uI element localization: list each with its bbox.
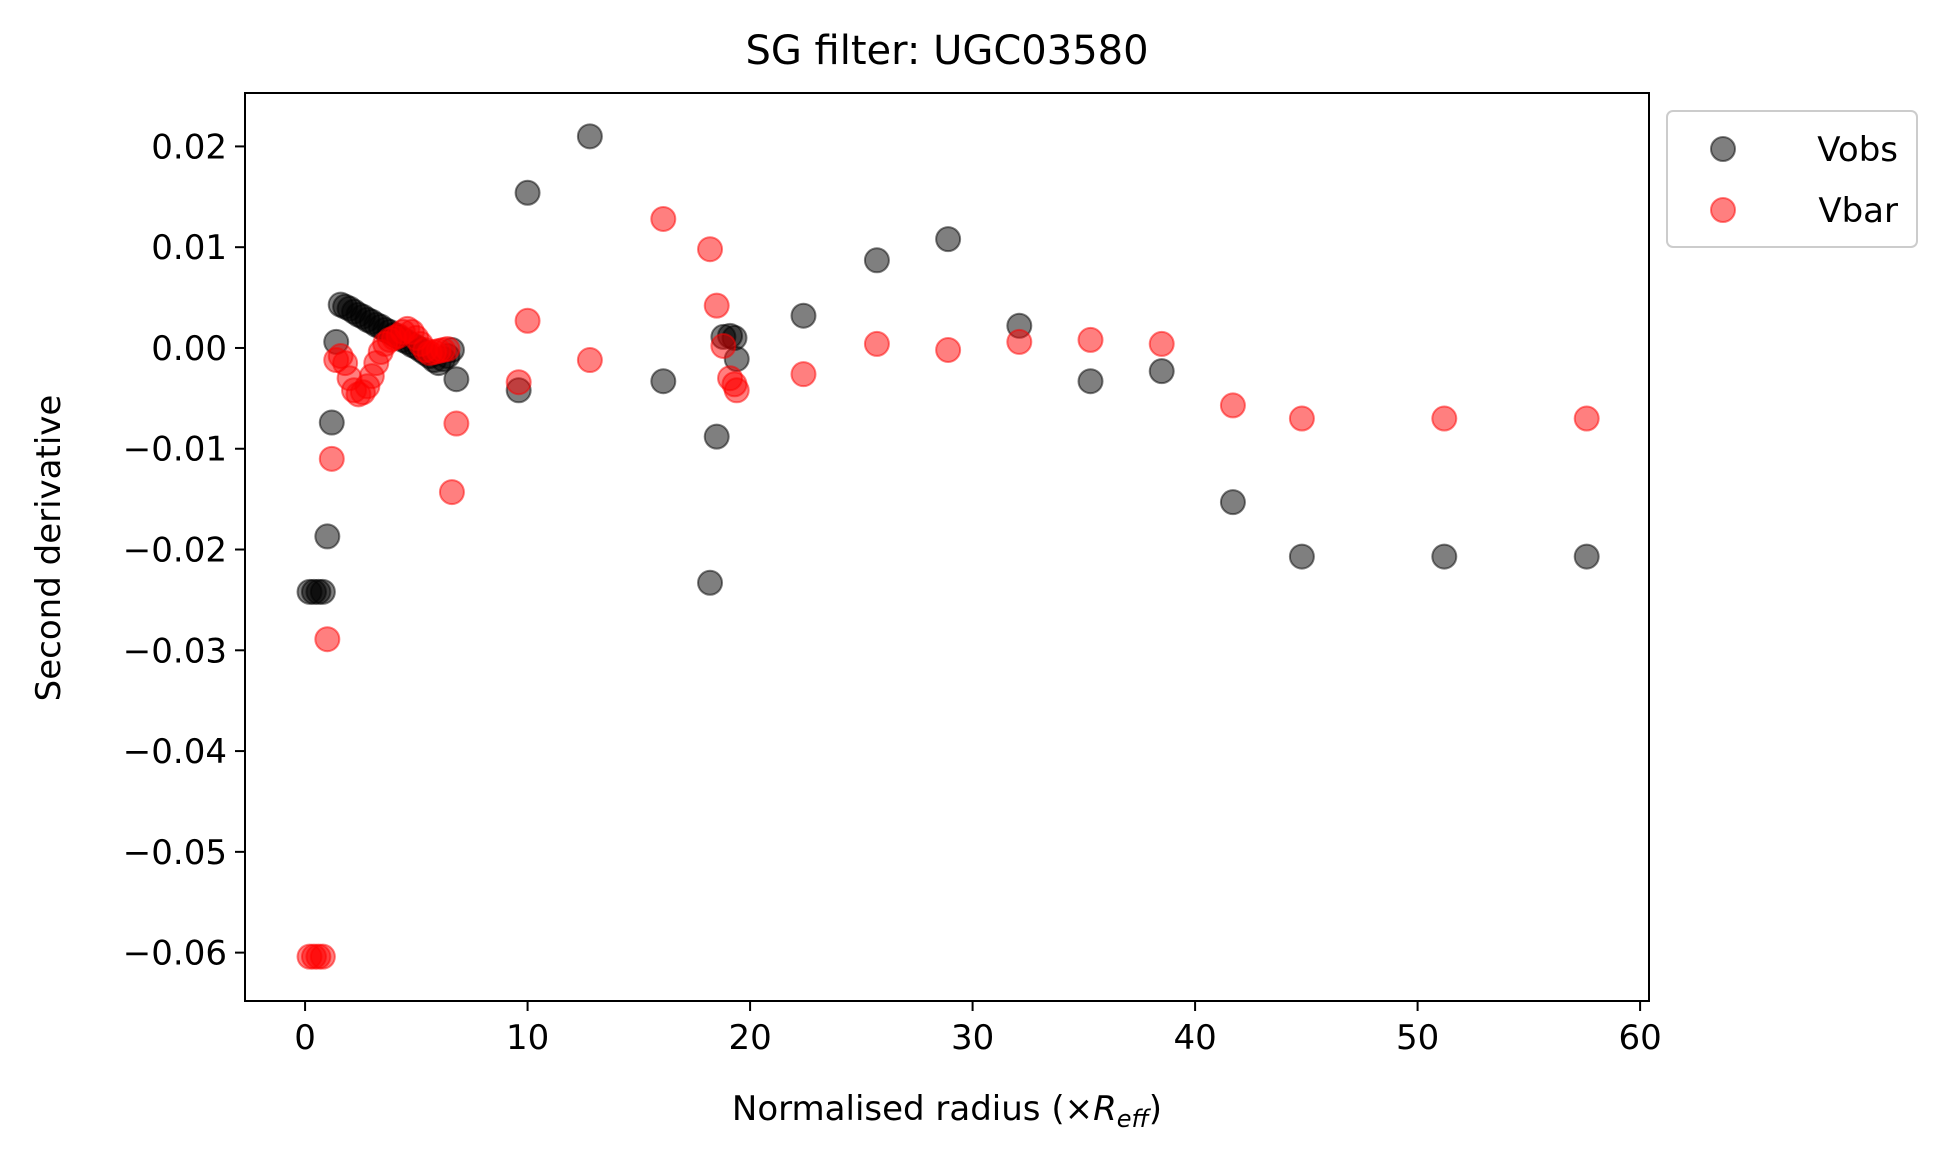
vbar-point — [576, 347, 603, 374]
vbar-point — [935, 336, 962, 363]
y-tick-label: −0.05 — [123, 833, 227, 873]
legend-marker-vobs — [1710, 136, 1736, 162]
vobs-point — [314, 523, 341, 550]
vobs-point — [935, 226, 962, 253]
vobs-point — [1219, 489, 1246, 516]
x-tick-label: 0 — [294, 1018, 316, 1058]
vbar-point — [1219, 392, 1246, 419]
x-axis-label: Normalised radius (×Reff) — [732, 1089, 1162, 1133]
vbar-point — [1288, 405, 1315, 432]
vobs-point — [318, 409, 345, 436]
vbar-point — [1006, 328, 1033, 355]
vbar-point — [505, 369, 532, 396]
x-tick-label: 30 — [951, 1018, 994, 1058]
vobs-point — [703, 423, 730, 450]
vobs-point — [697, 569, 724, 596]
vbar-point — [438, 479, 465, 506]
x-tick-label: 60 — [1618, 1018, 1661, 1058]
vbar-point — [514, 307, 541, 334]
y-tick-label: −0.02 — [123, 531, 227, 571]
vbar-point — [314, 626, 341, 653]
vobs-point — [1077, 368, 1104, 395]
vbar-point — [650, 205, 677, 232]
vbar-point — [697, 236, 724, 263]
legend: Vobs Vbar — [1666, 110, 1918, 248]
vobs-point — [1573, 543, 1600, 570]
x-tick-label: 20 — [728, 1018, 771, 1058]
plot-area — [244, 92, 1650, 1002]
x-axis-label-prefix: Normalised radius (× — [732, 1089, 1093, 1129]
vobs-point — [1288, 543, 1315, 570]
points-layer — [296, 123, 1600, 970]
vbar-point — [710, 332, 737, 359]
vbar-point — [723, 377, 750, 404]
vobs-point — [863, 247, 890, 274]
vobs-point — [1431, 543, 1458, 570]
vbar-point — [434, 335, 461, 362]
legend-marker-vbar — [1710, 197, 1736, 223]
y-axis: 0.02 0.01 0.00 −0.01 −0.02 −0.03 −0.04 −0.05 −0.… — [123, 127, 245, 974]
plot-frame — [244, 92, 1650, 1002]
vbar-point — [1573, 405, 1600, 432]
y-tick-label: 0.00 — [151, 329, 227, 369]
vbar-point — [790, 361, 817, 388]
vobs-point — [576, 123, 603, 150]
chart-title: SG filter: UGC03580 — [745, 28, 1148, 74]
vobs-point — [443, 366, 470, 393]
x-axis-label-sub: eff — [1117, 1105, 1152, 1133]
legend-label-vbar: Vbar — [1818, 191, 1898, 231]
y-tick-label: −0.01 — [123, 430, 227, 470]
y-tick-label: −0.03 — [123, 631, 227, 671]
x-tick-label: 10 — [506, 1018, 549, 1058]
vbar-point — [443, 410, 470, 437]
vbar-point — [703, 292, 730, 319]
vobs-point — [1148, 358, 1175, 385]
y-tick-label: 0.01 — [151, 228, 227, 268]
vbar-point — [1431, 405, 1458, 432]
y-tick-label: −0.04 — [123, 732, 227, 772]
x-tick-label: 40 — [1173, 1018, 1216, 1058]
vbar-point — [309, 943, 336, 970]
y-axis-label: Second derivative — [29, 395, 69, 702]
vobs-point — [650, 368, 677, 395]
vobs-point — [309, 578, 336, 605]
vbar-point — [863, 330, 890, 357]
vbar-point — [1148, 330, 1175, 357]
legend-label-vobs: Vobs — [1817, 130, 1898, 170]
y-tick-label: 0.02 — [151, 127, 227, 167]
x-tick-label: 50 — [1396, 1018, 1439, 1058]
vbar-point — [318, 445, 345, 472]
x-axis-label-var: R — [1093, 1089, 1117, 1129]
x-axis: 0 10 20 30 40 50 60 — [294, 1001, 1662, 1058]
x-axis-label-suffix: ) — [1149, 1089, 1162, 1129]
vobs-point — [790, 302, 817, 329]
y-tick-label: −0.06 — [123, 934, 227, 974]
vobs-point — [514, 179, 541, 206]
series-vbar — [296, 205, 1600, 970]
vbar-point — [1077, 326, 1104, 353]
